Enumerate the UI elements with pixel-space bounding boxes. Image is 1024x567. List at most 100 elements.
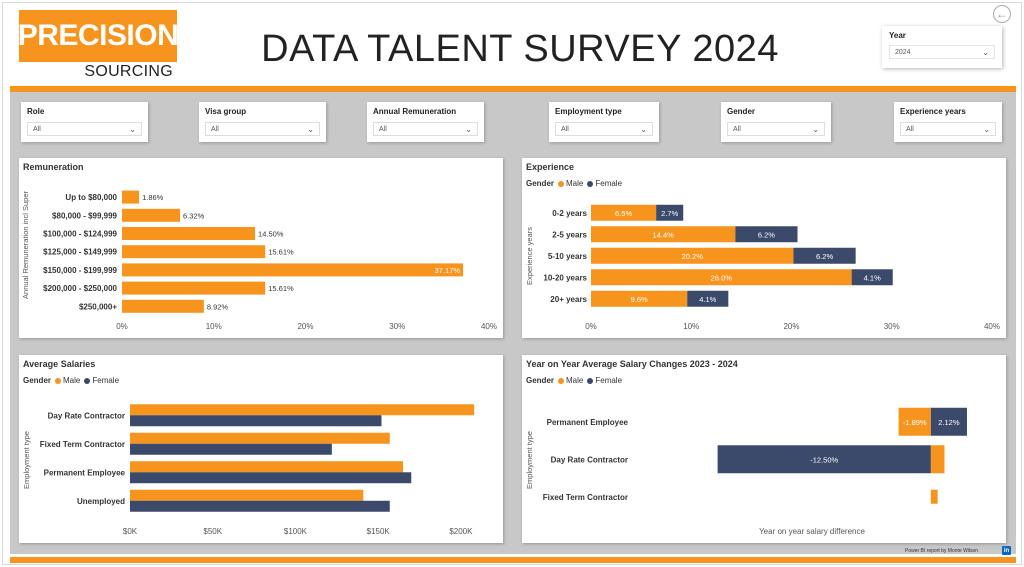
bar-female bbox=[851, 269, 893, 286]
filter-gender-dropdown[interactable]: All ⌄ bbox=[727, 122, 825, 136]
x-tick-label: $150K bbox=[367, 527, 391, 536]
experience-chart: Experience years 0-2 years 6.5% 2.7% 2-5 yea… bbox=[525, 204, 1000, 331]
chevron-down-icon: ⌄ bbox=[983, 124, 990, 134]
x-tick-label: 20% bbox=[783, 322, 799, 331]
chevron-down-icon: ⌄ bbox=[812, 124, 819, 134]
filter-gender-label: Gender bbox=[727, 107, 756, 116]
filter-annual-remuneration-value: All bbox=[379, 125, 387, 133]
yoy-salary-title: Year on Year Average Salary Changes 2023… bbox=[526, 359, 738, 369]
linkedin-icon[interactable]: in bbox=[1002, 546, 1011, 555]
category-label: Permanent Employee bbox=[44, 468, 126, 477]
x-axis-label: Year on year salary difference bbox=[759, 527, 865, 536]
x-tick-label: 0% bbox=[116, 322, 128, 331]
bar-male bbox=[930, 445, 945, 474]
data-label: 6.2% bbox=[816, 252, 833, 261]
filter-annual-remuneration[interactable]: Annual Remuneration All ⌄ bbox=[367, 102, 484, 142]
x-tick-label: $0K bbox=[123, 527, 138, 536]
year-slicer[interactable]: Year 2024 ⌄ bbox=[882, 26, 1002, 68]
filter-annual-remuneration-dropdown[interactable]: All ⌄ bbox=[373, 122, 478, 136]
data-label: 1.86% bbox=[142, 193, 164, 202]
bar-female bbox=[930, 407, 967, 436]
bar-male bbox=[591, 269, 852, 286]
filter-visa-group-label: Visa group bbox=[205, 107, 247, 116]
filter-role[interactable]: Role All ⌄ bbox=[21, 102, 148, 142]
data-label: 2.12% bbox=[938, 418, 960, 427]
legend-male: Male bbox=[558, 376, 583, 385]
male-dot-icon bbox=[558, 377, 565, 384]
category-label: $125,000 - $149,999 bbox=[43, 248, 117, 257]
footer-credit: Power BI report by Monte Wilson bbox=[905, 548, 979, 554]
female-dot-icon bbox=[587, 377, 594, 384]
average-salaries-chart: Employment type Day Rate Contractor Fixed … bbox=[22, 404, 475, 536]
filter-experience-years-label: Experience years bbox=[900, 107, 966, 116]
bar bbox=[122, 245, 266, 259]
legend-female-label: Female bbox=[92, 376, 120, 385]
filter-visa-group[interactable]: Visa group All ⌄ bbox=[199, 102, 326, 142]
filter-role-dropdown[interactable]: All ⌄ bbox=[27, 122, 142, 136]
data-label: 4.1% bbox=[699, 295, 716, 304]
bar bbox=[122, 190, 140, 204]
legend-male-label: Male bbox=[566, 376, 584, 385]
legend-female-label: Female bbox=[595, 376, 623, 385]
bar-female bbox=[793, 247, 856, 264]
x-tick-label: 20% bbox=[297, 322, 313, 331]
bar bbox=[122, 263, 464, 277]
remuneration-chart: Annual Remuneration incl Super Up to $80,… bbox=[21, 190, 497, 331]
bar-male bbox=[130, 432, 390, 444]
filter-annual-remuneration-label: Annual Remuneration bbox=[373, 107, 457, 116]
data-label: 6.2% bbox=[758, 230, 775, 239]
logo-top-text: PRECISION bbox=[18, 10, 179, 62]
legend-female: Female bbox=[84, 376, 119, 385]
footer-divider bbox=[10, 557, 1016, 563]
filter-role-label: Role bbox=[27, 107, 45, 116]
data-label: -1.89% bbox=[903, 418, 927, 427]
x-tick-label: 30% bbox=[884, 322, 900, 331]
category-label: Unemployed bbox=[77, 497, 125, 506]
bar bbox=[122, 227, 256, 240]
average-salaries-panel: Average Salaries Gender Male Female Empl… bbox=[19, 355, 503, 543]
data-label: 4.1% bbox=[864, 273, 881, 282]
category-label: $100,000 - $124,999 bbox=[43, 230, 117, 239]
back-arrow-icon[interactable]: ← bbox=[993, 5, 1011, 23]
y-axis-label: Annual Remuneration incl Super bbox=[21, 191, 30, 299]
bar-male bbox=[591, 290, 688, 307]
category-label: $80,000 - $99,999 bbox=[52, 211, 117, 220]
year-slicer-label: Year bbox=[889, 31, 906, 40]
x-tick-label: 40% bbox=[481, 322, 497, 331]
female-dot-icon bbox=[84, 377, 91, 384]
data-label: 6.5% bbox=[615, 209, 632, 218]
legend-female: Female bbox=[587, 179, 622, 188]
filter-gender[interactable]: Gender All ⌄ bbox=[721, 102, 831, 142]
bar-female bbox=[656, 204, 684, 221]
filter-experience-years[interactable]: Experience years All ⌄ bbox=[894, 102, 1002, 142]
filter-role-value: All bbox=[33, 125, 41, 133]
precision-sourcing-logo: PRECISION SOURCING bbox=[18, 10, 179, 80]
page-title: DATA TALENT SURVEY 2024 bbox=[261, 28, 779, 70]
filter-experience-years-dropdown[interactable]: All ⌄ bbox=[900, 122, 996, 136]
category-label: Permanent Employee bbox=[547, 418, 629, 427]
category-label: 20+ years bbox=[550, 295, 587, 304]
remuneration-panel: Remuneration Annual Remuneration incl Su… bbox=[19, 158, 503, 338]
filter-visa-group-dropdown[interactable]: All ⌄ bbox=[205, 122, 320, 136]
filter-employment-type-dropdown[interactable]: All ⌄ bbox=[555, 122, 653, 136]
remuneration-title: Remuneration bbox=[23, 162, 84, 172]
data-label: 37.17% bbox=[435, 266, 461, 275]
data-label: -12.50% bbox=[810, 455, 838, 464]
bar-female bbox=[717, 445, 931, 474]
average-salaries-title: Average Salaries bbox=[23, 359, 96, 369]
experience-title: Experience bbox=[526, 162, 575, 172]
year-dropdown-value: 2024 bbox=[895, 48, 911, 56]
bar-female bbox=[687, 290, 729, 307]
data-label: 2.7% bbox=[661, 209, 678, 218]
filter-gender-value: All bbox=[733, 125, 741, 133]
data-label: 14.4% bbox=[653, 230, 675, 239]
yoy-salary-panel: Year on Year Average Salary Changes 2023… bbox=[522, 355, 1006, 543]
chevron-down-icon: ⌄ bbox=[307, 124, 314, 134]
x-tick-label: 30% bbox=[389, 322, 405, 331]
year-dropdown[interactable]: 2024 ⌄ bbox=[889, 45, 995, 59]
data-label: 26.0% bbox=[711, 273, 733, 282]
filter-employment-type[interactable]: Employment type All ⌄ bbox=[549, 102, 659, 142]
bar-female bbox=[130, 443, 332, 455]
data-label: 6.32% bbox=[183, 211, 205, 220]
bar-female bbox=[735, 226, 798, 243]
